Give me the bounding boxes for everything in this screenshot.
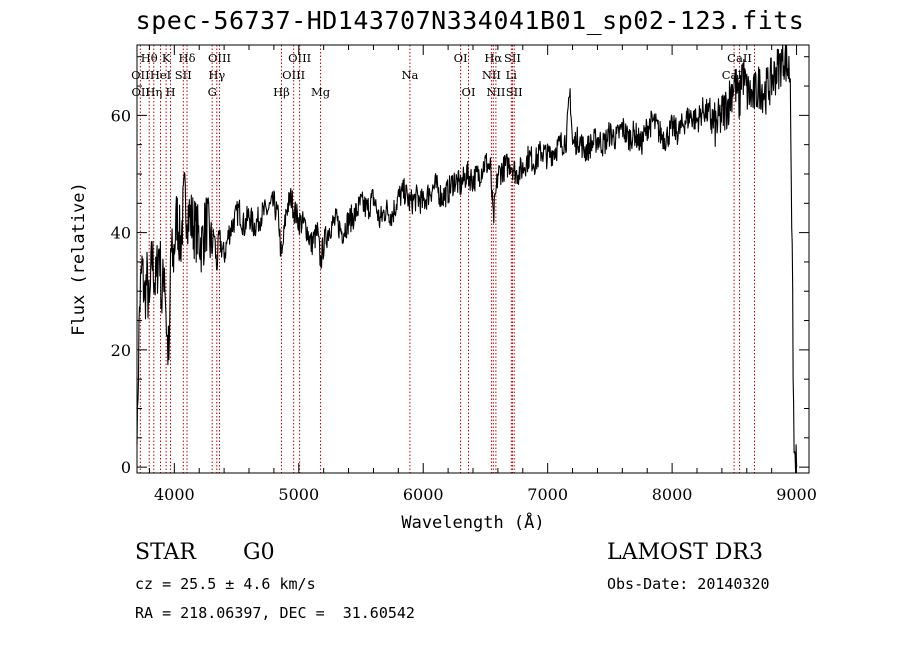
line-label-12: Hβ — [273, 85, 290, 99]
line-label-8: SII — [175, 68, 192, 82]
line-label-22: SII — [504, 51, 521, 65]
y-tick-label-2: 40 — [111, 224, 131, 243]
line-label-20: NII — [482, 68, 501, 82]
line-label-21: NII — [486, 85, 505, 99]
line-label-16: Na — [401, 68, 418, 82]
line-label-13: OIII — [288, 51, 311, 65]
survey-name: LAMOST DR3 — [607, 540, 763, 565]
x-axis-title: Wavelength (Å) — [401, 511, 544, 533]
line-label-5: K — [162, 51, 171, 65]
line-label-19: Hα — [484, 51, 502, 65]
observation-date: Obs-Date: 20140320 — [607, 575, 770, 593]
x-tick-label-4: 8000 — [652, 485, 693, 504]
chart-title: spec-56737-HD143707N334041B01_sp02-123.f… — [135, 6, 805, 35]
object-subclass: G0 — [243, 540, 275, 565]
line-label-14: OIII — [282, 68, 305, 82]
line-label-25: CaII — [727, 51, 752, 65]
line-label-6: H — [165, 85, 175, 99]
line-label-24: SII — [506, 85, 523, 99]
line-label-10: Hγ — [208, 68, 225, 82]
y-tick-label-1: 20 — [111, 341, 131, 360]
object-class: STAR — [135, 540, 196, 565]
x-tick-label-0: 4000 — [154, 485, 195, 504]
redshift-velocity: cz = 25.5 ± 4.6 km/s — [135, 575, 316, 593]
line-label-23: Li — [506, 68, 518, 82]
y-axis-ticks: 0 20 40 60 — [111, 56, 809, 477]
x-tick-label-3: 7000 — [527, 485, 568, 504]
x-axis-ticks: 4000 5000 6000 7000 8000 9000 — [148, 45, 817, 504]
line-label-18: OI — [462, 85, 476, 99]
y-axis-title: Flux (relative) — [69, 182, 89, 336]
line-label-17: OI — [454, 51, 468, 65]
line-label-15: Mg — [311, 85, 331, 99]
line-label-1: OII — [131, 68, 150, 82]
line-label-2: OII — [131, 85, 150, 99]
spectral-line-markers — [139, 45, 755, 473]
y-tick-label-3: 60 — [111, 106, 131, 125]
line-label-9: OIII — [208, 51, 231, 65]
y-tick-label-0: 0 — [121, 458, 131, 477]
line-label-0: Hθ — [141, 51, 158, 65]
line-label-11: G — [208, 85, 217, 99]
line-label-3: HeI — [150, 68, 171, 82]
coordinates: RA = 218.06397, DEC = 31.60542 — [135, 604, 415, 622]
line-label-7: Hδ — [179, 51, 196, 65]
line-label-4: Hη — [145, 85, 162, 99]
x-tick-label-5: 9000 — [776, 485, 817, 504]
x-tick-label-1: 5000 — [278, 485, 319, 504]
spectrum-line — [136, 44, 798, 474]
x-tick-label-2: 6000 — [403, 485, 444, 504]
